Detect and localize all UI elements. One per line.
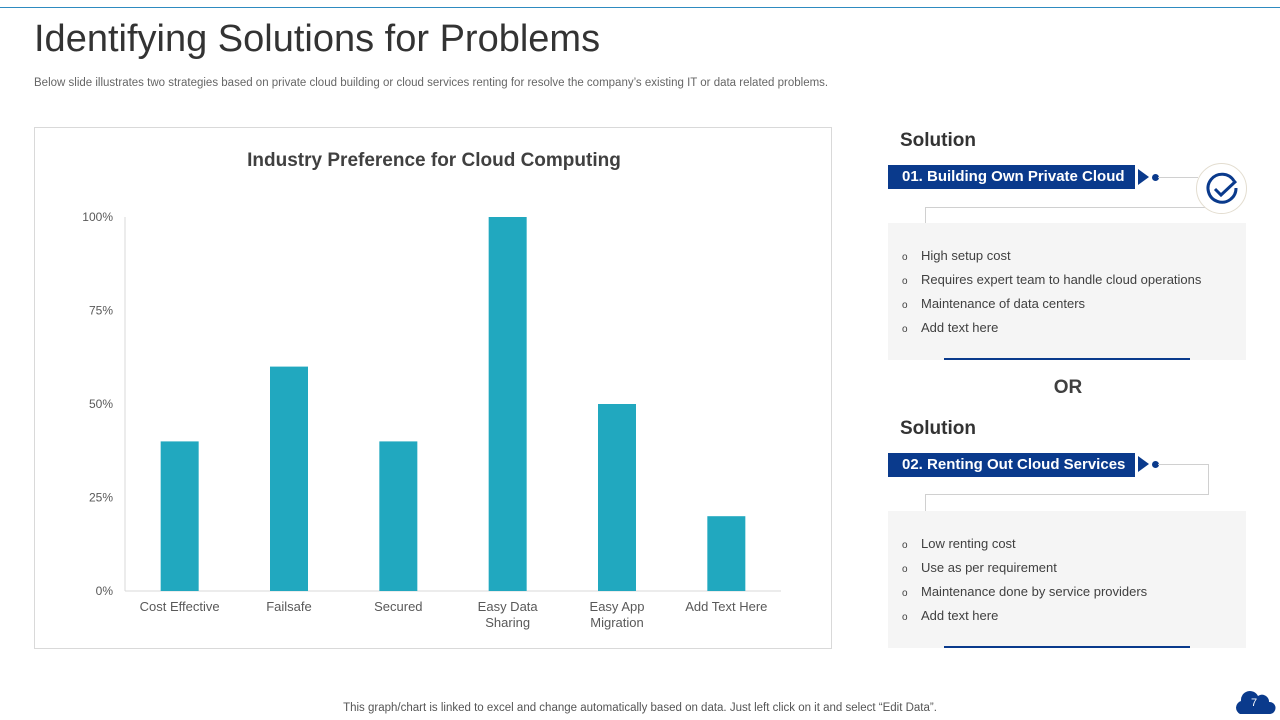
x-tick-label: Failsafe bbox=[266, 599, 312, 614]
page-number-badge: 7 bbox=[1232, 688, 1276, 716]
chart-plot: 0% 25% 50% 75% 100% Cost Effective Failsafe Sec… bbox=[82, 210, 781, 630]
page-number: 7 bbox=[1250, 697, 1258, 709]
chart[interactable]: Industry Preference for Cloud Computing … bbox=[34, 127, 832, 649]
list-item: o Low renting cost bbox=[902, 535, 1246, 559]
bar bbox=[270, 366, 308, 591]
connector bbox=[1158, 464, 1209, 495]
cloud-icon bbox=[1236, 691, 1276, 714]
bullet-icon: o bbox=[902, 300, 908, 311]
y-tick-label: 100% bbox=[82, 210, 113, 224]
footer-note: This graph/chart is linked to excel and … bbox=[343, 702, 937, 714]
list-item: o Add text here bbox=[902, 319, 1246, 343]
underline bbox=[944, 358, 1190, 360]
bullet-icon: o bbox=[902, 252, 908, 263]
bar bbox=[160, 441, 199, 591]
list-item: o Maintenance done by service providers bbox=[902, 583, 1246, 607]
chart-title: Industry Preference for Cloud Computing bbox=[247, 150, 621, 171]
connector bbox=[1158, 177, 1198, 178]
x-tick-label: Easy App bbox=[590, 599, 645, 614]
y-tick-label: 75% bbox=[89, 304, 113, 318]
list-item-text: Add text here bbox=[921, 608, 999, 623]
bullet-icon: o bbox=[902, 564, 908, 575]
list-item: o Use as per requirement bbox=[902, 559, 1246, 583]
bullet-icon: o bbox=[902, 588, 908, 599]
list-item-text: Add text here bbox=[921, 320, 999, 335]
list-item-text: Low renting cost bbox=[921, 536, 1016, 551]
solution-label-1: 01. Building Own Private Cloud bbox=[888, 165, 1135, 189]
or-label: OR bbox=[1053, 377, 1083, 398]
y-tick-label: 25% bbox=[89, 491, 113, 505]
check-circle-icon bbox=[1196, 163, 1247, 214]
list-item: o Maintenance of data centers bbox=[902, 295, 1246, 319]
bullet-icon: o bbox=[902, 540, 908, 551]
list-item-text: High setup cost bbox=[921, 248, 1011, 263]
connector bbox=[925, 494, 1209, 512]
y-tick-label: 50% bbox=[89, 397, 113, 411]
x-tick-label: Secured bbox=[374, 599, 422, 614]
bar bbox=[707, 516, 746, 591]
x-tick-label: Migration bbox=[590, 615, 643, 630]
list-item: o Requires expert team to handle cloud op… bbox=[902, 271, 1246, 295]
arrow-icon bbox=[1138, 169, 1149, 185]
bar bbox=[488, 217, 527, 591]
solution-panel-1: o High setup cost o Requires expert team to… bbox=[888, 223, 1246, 360]
list-item-text: Use as per requirement bbox=[921, 560, 1057, 575]
x-tick-label: Add Text Here bbox=[685, 599, 767, 614]
solution-panel-2: o Low renting cost o Use as per requirement… bbox=[888, 511, 1246, 648]
y-tick-label: 0% bbox=[96, 584, 114, 598]
underline bbox=[944, 646, 1190, 648]
list-item-text: Maintenance done by service providers bbox=[921, 584, 1148, 599]
solution-heading-2: Solution bbox=[900, 418, 976, 439]
solution-label-2: 02. Renting Out Cloud Services bbox=[888, 453, 1135, 477]
list-item-text: Maintenance of data centers bbox=[921, 296, 1086, 311]
bullet-icon: o bbox=[902, 612, 908, 623]
arrow-icon bbox=[1138, 456, 1149, 472]
list-item-text: Requires expert team to handle cloud ope… bbox=[921, 272, 1202, 287]
dot-icon bbox=[1152, 461, 1159, 468]
solution-heading-1: Solution bbox=[900, 130, 976, 151]
connector bbox=[925, 207, 1205, 225]
bar bbox=[598, 404, 636, 591]
top-rule bbox=[0, 7, 1280, 8]
dot-icon bbox=[1152, 174, 1159, 181]
page-title: Identifying Solutions for Problems bbox=[34, 18, 601, 60]
bullet-icon: o bbox=[902, 276, 908, 287]
x-tick-label: Easy Data bbox=[478, 599, 539, 614]
list-item: o High setup cost bbox=[902, 247, 1246, 271]
page-subtitle: Below slide illustrates two strategies b… bbox=[34, 77, 829, 89]
bar bbox=[379, 441, 418, 591]
list-item: o Add text here bbox=[902, 607, 1246, 631]
x-tick-label: Sharing bbox=[485, 615, 530, 630]
x-tick-label: Cost Effective bbox=[140, 599, 220, 614]
bullet-icon: o bbox=[902, 324, 908, 335]
